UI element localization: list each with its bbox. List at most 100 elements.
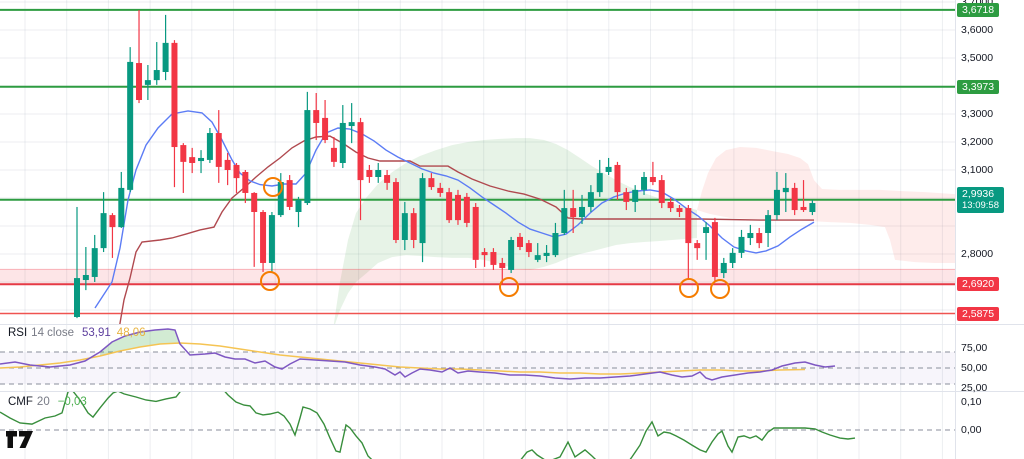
y-axis-tick: 3,1000 xyxy=(961,164,994,176)
cmf-pane[interactable] xyxy=(0,376,955,459)
circle-annotation[interactable] xyxy=(710,279,730,299)
candle xyxy=(525,240,532,258)
candle xyxy=(109,213,116,258)
circle-annotation[interactable] xyxy=(263,177,283,197)
candle xyxy=(215,110,222,183)
candle xyxy=(685,205,692,281)
candle xyxy=(658,175,665,209)
tradingview-logo[interactable] xyxy=(6,431,34,449)
y-axis-tick: 3,3000 xyxy=(961,108,994,120)
circle-annotation[interactable] xyxy=(679,278,699,298)
candle xyxy=(773,171,780,221)
candle xyxy=(260,210,267,272)
price-level-label[interactable]: 3,3973 xyxy=(957,80,1000,94)
candle xyxy=(579,194,586,225)
candle xyxy=(375,163,382,183)
current-price-label[interactable]: 2,9936 13:09:58 xyxy=(957,187,1004,213)
candle xyxy=(463,192,470,228)
candle xyxy=(800,180,807,212)
cmf-value: −0,03 xyxy=(57,396,87,408)
supply-zone-band[interactable] xyxy=(0,269,955,285)
candle xyxy=(472,203,479,268)
price-level-label[interactable]: 2,6920 xyxy=(957,277,1000,291)
candle xyxy=(198,150,205,174)
cmf-legend-title: CMF xyxy=(8,396,33,408)
rsi-ma-line xyxy=(0,342,806,375)
candle xyxy=(304,91,311,205)
candle xyxy=(614,161,621,200)
candle xyxy=(632,185,639,212)
candle xyxy=(295,196,302,228)
rsi-pane[interactable] xyxy=(0,328,955,385)
candle xyxy=(809,199,816,216)
candle xyxy=(508,236,515,274)
circle-annotation[interactable] xyxy=(260,271,280,291)
ichimoku-bullish-cloud xyxy=(333,138,697,324)
current-price-value: 2,9936 xyxy=(962,188,995,200)
candle xyxy=(251,192,258,267)
candle xyxy=(286,175,293,211)
bar-countdown-timer: 13:09:58 xyxy=(962,200,999,211)
cmf-line xyxy=(0,392,856,459)
candle xyxy=(162,14,169,81)
candle xyxy=(605,157,612,176)
candle xyxy=(268,212,275,274)
candle xyxy=(189,147,196,174)
candle xyxy=(153,42,160,85)
candle xyxy=(118,171,125,228)
candle xyxy=(446,187,453,223)
candle xyxy=(747,224,754,246)
candle xyxy=(348,103,355,144)
cmf-axis-tick: 0,00 xyxy=(961,424,982,436)
candle xyxy=(224,152,231,186)
candle xyxy=(144,65,151,100)
candle xyxy=(534,243,541,263)
candle xyxy=(552,222,559,258)
candle xyxy=(596,159,603,197)
circle-annotation[interactable] xyxy=(499,277,519,297)
cmf-axis-tick: 0,10 xyxy=(961,396,982,408)
candle xyxy=(561,189,568,235)
candle xyxy=(481,248,488,267)
candle xyxy=(180,143,187,193)
y-axis-tick: 3,6000 xyxy=(961,24,994,36)
rsi-axis-tick: 50,00 xyxy=(961,362,988,374)
candle xyxy=(322,100,329,144)
candle xyxy=(649,161,656,186)
candle xyxy=(339,105,346,169)
y-axis-tick: 2,8000 xyxy=(961,248,994,260)
candle xyxy=(765,210,772,247)
candle xyxy=(570,189,577,233)
cmf-legend[interactable]: CMF 20 −0,03 xyxy=(8,396,87,408)
candle xyxy=(543,245,550,263)
candle xyxy=(127,47,134,193)
candle xyxy=(641,171,648,195)
rsi-value: 53,91 xyxy=(82,327,111,339)
candle xyxy=(357,117,364,221)
candle xyxy=(136,10,143,104)
candle xyxy=(206,128,213,163)
price-level-label[interactable]: 2,5875 xyxy=(957,307,1000,321)
candle xyxy=(437,182,444,197)
rsi-axis-tick: 25,00 xyxy=(961,382,988,394)
candle xyxy=(782,173,789,212)
y-axis-tick: 3,2000 xyxy=(961,136,994,148)
rsi-legend[interactable]: RSI 14 close 53,91 48,06 xyxy=(8,327,146,339)
candle xyxy=(756,227,763,249)
candle xyxy=(738,229,745,258)
rsi-legend-title: RSI xyxy=(8,327,28,339)
main-price-pane[interactable] xyxy=(0,8,955,335)
ichimoku-bearish-cloud xyxy=(697,147,955,263)
y-axis-tick: 3,5000 xyxy=(961,52,994,64)
ichimoku-tenkan-line xyxy=(94,110,815,309)
candle xyxy=(171,40,178,188)
candle xyxy=(729,248,736,268)
candle xyxy=(517,233,523,251)
candle xyxy=(720,257,727,279)
price-level-label[interactable]: 3,6718 xyxy=(957,3,1000,17)
candle xyxy=(366,164,373,183)
candle xyxy=(711,217,718,282)
